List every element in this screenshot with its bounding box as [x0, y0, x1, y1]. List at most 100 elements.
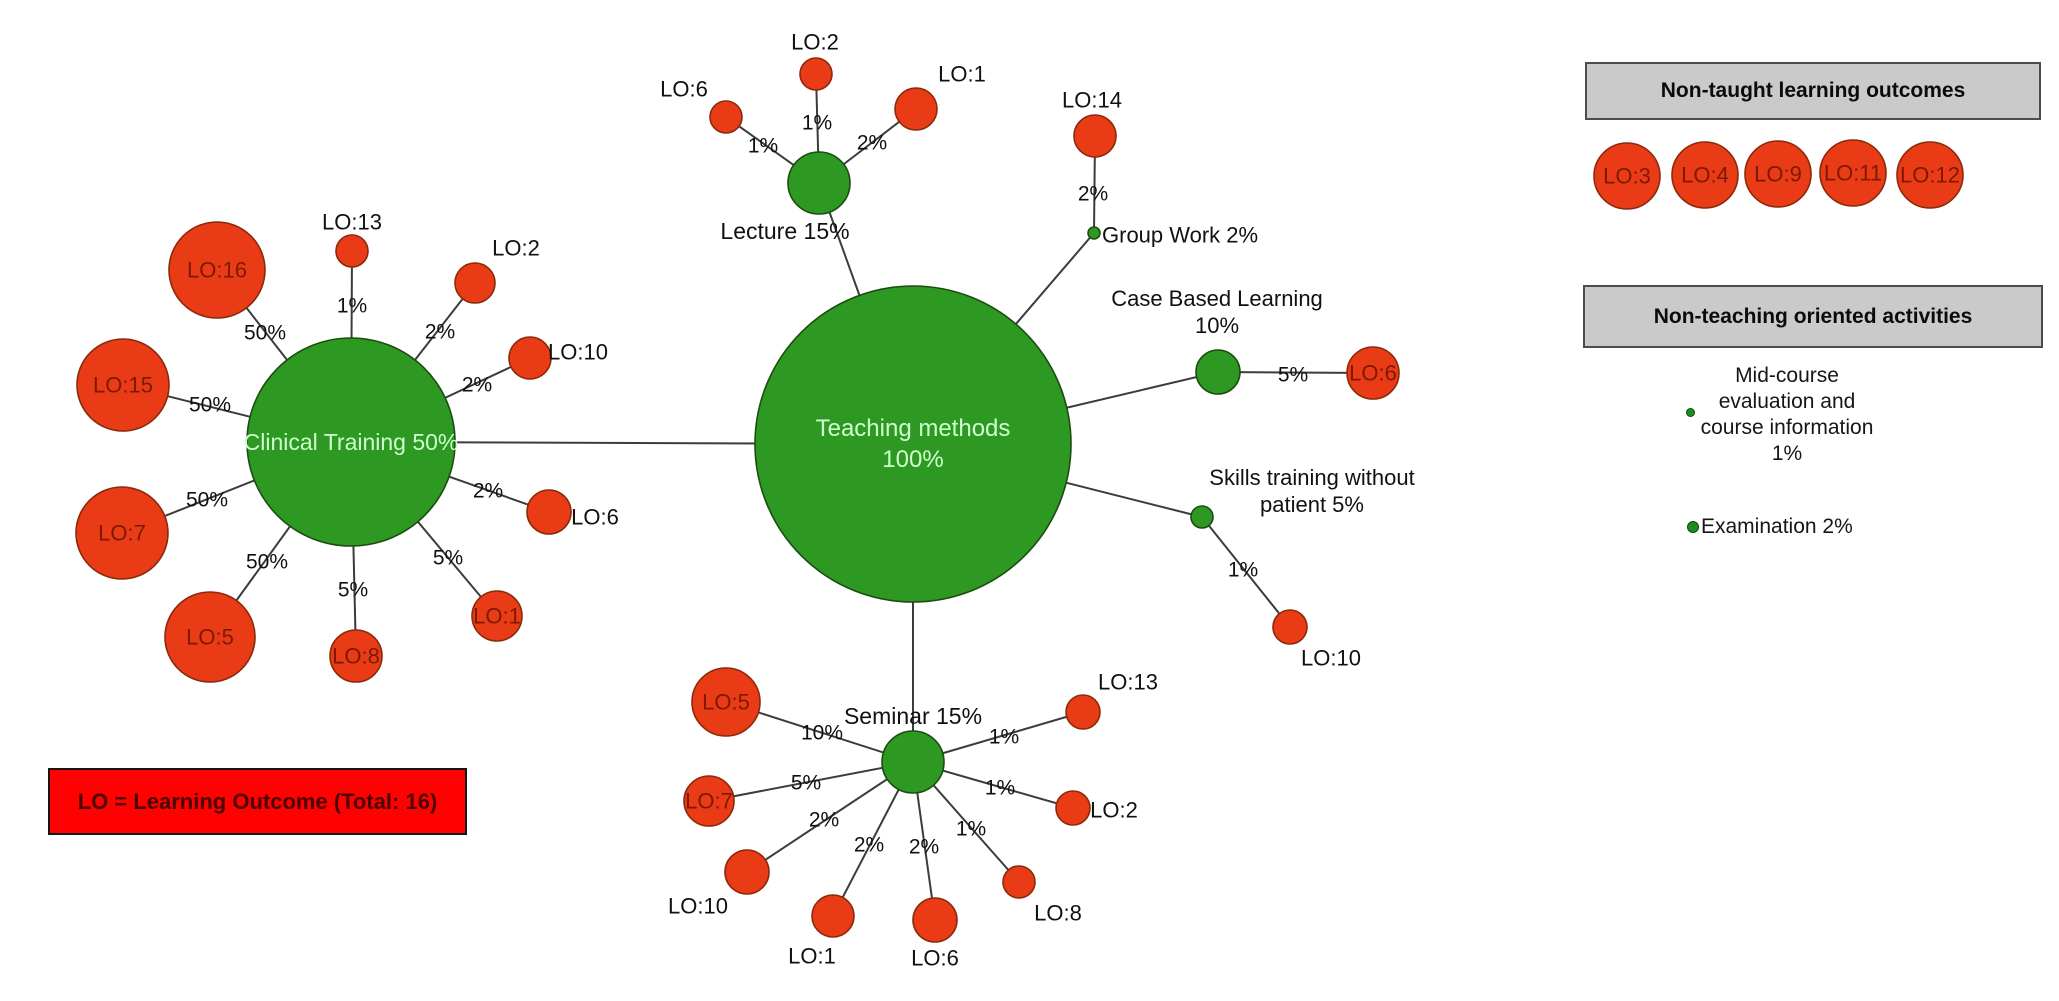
edge-line: [708, 761, 914, 802]
activity-midcourse-line4: 1%: [1771, 442, 1803, 465]
node-lec-lo1-circle: [894, 87, 938, 131]
node-sem-lo5-circle: [691, 667, 761, 737]
label-legend-lo9: LO:9: [1754, 162, 1802, 187]
label-ct-lo2: LO:2: [492, 236, 540, 261]
edge-weight-label: 50%: [186, 489, 228, 512]
node-sem-lo2-circle: [1055, 790, 1091, 826]
label-case-based-learning: Case Based Learning: [1111, 286, 1323, 311]
edge-weight-label: 1%: [337, 295, 367, 318]
midcourse-dot: [1686, 408, 1695, 417]
label-lec-lo6: LO:6: [660, 77, 708, 102]
label-teaching-methods: Teaching methods: [816, 415, 1011, 442]
edge-weight-label: 2%: [473, 480, 503, 503]
legend-nontaught-title: Non-taught learning outcomes: [1660, 79, 1966, 102]
node-ct-lo2-circle: [454, 262, 496, 304]
node-lec-lo6-circle: [709, 100, 743, 134]
node-sem-lo8-circle: [1002, 865, 1036, 899]
label-skills-training: Skills training without: [1209, 465, 1414, 490]
node-sem-lo6-circle: [912, 897, 958, 943]
edge-weight-label: 2%: [1078, 183, 1108, 206]
edge-weight-label: 5%: [1278, 364, 1308, 387]
node-ct-lo10-circle: [508, 336, 552, 380]
edge-weight-label: 2%: [809, 809, 839, 832]
node-ct-lo16-circle: [168, 221, 266, 319]
label-ct-lo1: LO:1: [473, 604, 521, 629]
node-legend-lo11-circle: [1819, 139, 1887, 207]
examination-dot: [1687, 521, 1699, 533]
node-cbl-lo6-circle: [1346, 346, 1400, 400]
label-ct-lo10: LO:10: [548, 340, 608, 365]
node-teaching-methods-bubble: [754, 285, 1072, 603]
label-gw-lo14: LO:14: [1062, 88, 1122, 113]
node-legend-lo4-circle: [1671, 141, 1739, 209]
edge-weight-label: 1%: [985, 777, 1015, 800]
label-sem-lo6: LO:6: [911, 946, 959, 971]
node-ct-lo13-circle: [335, 234, 369, 268]
node-ct-lo8-circle: [329, 629, 383, 683]
edge-line: [1201, 516, 1291, 628]
label-ct-lo16: LO:16: [187, 258, 247, 283]
edge-weight-label: 1%: [748, 135, 778, 158]
label-cbl-lo6: LO:6: [1349, 361, 1397, 386]
edge-weight-label: 1%: [1228, 559, 1258, 582]
label-lec-lo1: LO:1: [938, 62, 986, 87]
node-sem-lo13-circle: [1065, 694, 1101, 730]
edge-weight-label: 1%: [956, 818, 986, 841]
edge-weight-label: 5%: [338, 579, 368, 602]
label-sem-lo10: LO:10: [668, 894, 728, 919]
activity-midcourse: Mid-course evaluation and course informa…: [1698, 363, 1876, 467]
label-sem-lo7: LO:7: [685, 789, 733, 814]
edge-weight-label: 50%: [244, 322, 286, 345]
legend-nontaught-header: Non-taught learning outcomes: [1585, 62, 2041, 120]
node-legend-lo12-circle: [1896, 141, 1964, 209]
label-ct-lo7: LO:7: [98, 521, 146, 546]
label-skills-lo10: LO:10: [1301, 646, 1361, 671]
node-ct-lo1-circle: [471, 590, 523, 642]
label-seminar: Seminar 15%: [844, 703, 982, 729]
node-case-based-learning-bubble: [1195, 349, 1241, 395]
lo-note-text: LO = Learning Outcome (Total: 16): [77, 788, 438, 814]
node-lecture-bubble: [787, 151, 851, 215]
edge-weight-label: 50%: [246, 551, 288, 574]
label-skills-training: patient 5%: [1260, 492, 1364, 517]
label-legend-lo11: LO:11: [1824, 161, 1882, 186]
node-ct-lo6-circle: [526, 489, 572, 535]
node-lec-lo2-circle: [799, 57, 833, 91]
edge-line: [746, 761, 914, 873]
edge-weight-label: 2%: [909, 836, 939, 859]
edge-weight-label: 5%: [791, 772, 821, 795]
edge-weight-label: 1%: [802, 112, 832, 135]
label-ct-lo8: LO:8: [332, 644, 380, 669]
edge-weight-label: 2%: [857, 132, 887, 155]
node-sem-lo10-circle: [724, 849, 770, 895]
edge-weight-label: 2%: [425, 321, 455, 344]
node-sem-lo7-circle: [683, 775, 735, 827]
node-skills-training-bubble: [1190, 505, 1214, 529]
label-sem-lo2: LO:2: [1090, 798, 1138, 823]
label-ct-lo6: LO:6: [571, 505, 619, 530]
label-sem-lo13: LO:13: [1098, 670, 1158, 695]
node-gw-lo14-circle: [1073, 114, 1117, 158]
label-lec-lo2: LO:2: [791, 30, 839, 55]
node-skills-lo10-circle: [1272, 609, 1308, 645]
node-seminar-bubble: [881, 730, 945, 794]
activity-midcourse-line1: Mid-course: [1735, 364, 1839, 387]
node-sem-lo1-circle: [811, 894, 855, 938]
label-sem-lo5: LO:5: [702, 690, 750, 715]
edge-weight-label: 2%: [854, 834, 884, 857]
activity-examination: Examination 2%: [1701, 515, 1853, 538]
edge-weight-label: 50%: [189, 394, 231, 417]
label-group-work: Group Work 2%: [1102, 223, 1258, 248]
activity-midcourse-line2: evaluation and: [1718, 390, 1856, 413]
label-case-based-learning: 10%: [1195, 313, 1239, 338]
node-ct-lo5-circle: [164, 591, 256, 683]
label-clinical-training: Clinical Training 50%: [244, 429, 459, 455]
label-ct-lo5: LO:5: [186, 625, 234, 650]
label-teaching-methods: 100%: [882, 446, 943, 473]
lo-note: LO = Learning Outcome (Total: 16): [48, 768, 467, 835]
label-legend-lo4: LO:4: [1681, 163, 1729, 188]
node-ct-lo15-circle: [76, 338, 170, 432]
node-ct-lo7-circle: [75, 486, 169, 580]
